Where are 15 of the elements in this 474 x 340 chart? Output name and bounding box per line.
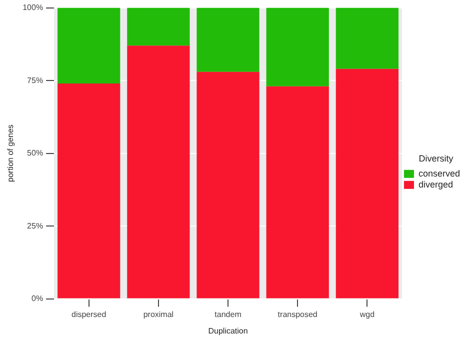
x-tick-label: dispersed (72, 310, 106, 319)
x-tick-label: transposed (278, 310, 318, 319)
legend-label: conserved (418, 168, 460, 178)
y-tick-label: 25% (27, 221, 44, 230)
y-tick-label: 100% (22, 3, 44, 12)
x-tick-label: tandem (214, 310, 242, 319)
y-axis-title: portion of genes (6, 124, 16, 182)
legend-label: diverged (418, 179, 454, 190)
x-tick-label: wgd (358, 310, 375, 319)
legend-title: Diversity (418, 154, 454, 164)
x-axis-title: Duplication (208, 326, 248, 336)
y-tick-label: 0% (32, 294, 44, 304)
y-tick-label: 50% (27, 148, 44, 158)
x-tick-label: proximal (143, 310, 174, 319)
y-tick-label: 75% (27, 76, 44, 85)
